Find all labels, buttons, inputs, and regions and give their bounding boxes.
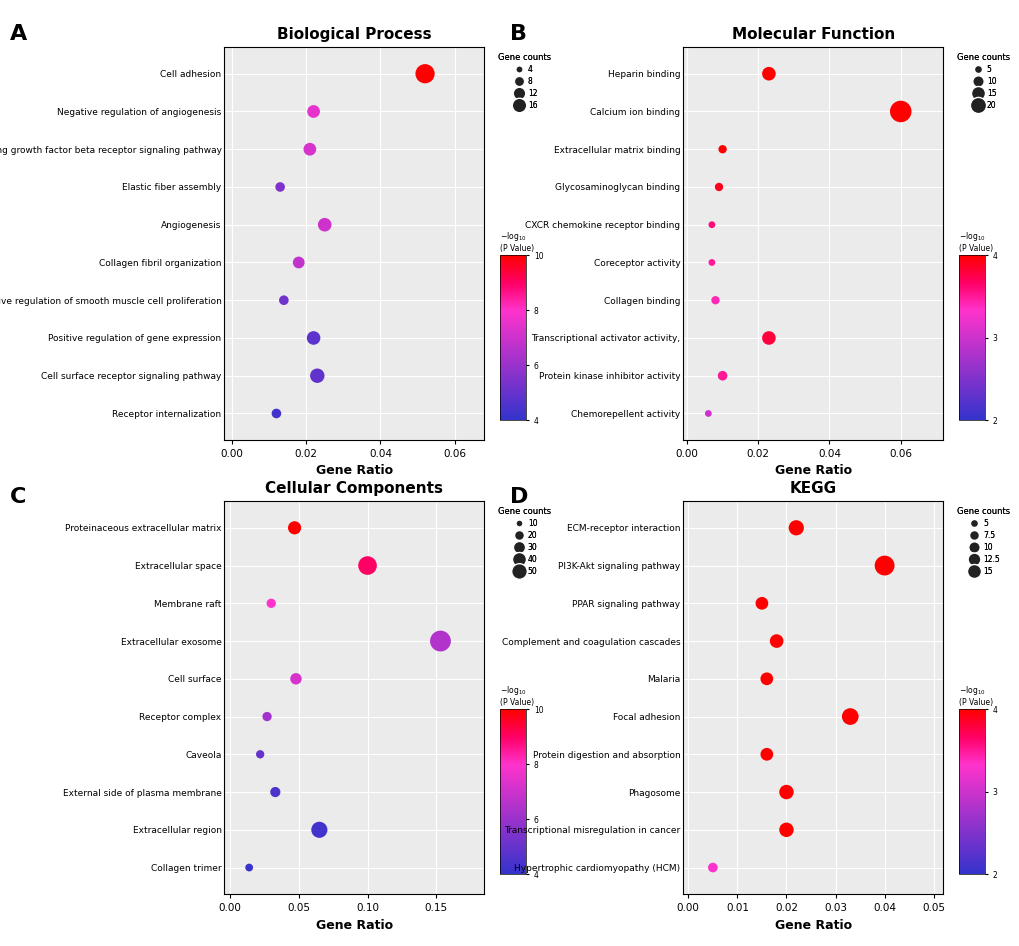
Point [842,709,858,724]
Point [753,596,769,611]
Point [703,218,719,233]
Point [275,292,291,307]
X-axis label: Gene Ratio: Gene Ratio [774,919,851,932]
Point [305,330,321,345]
Legend: 4, 8, 12, 16: 4, 8, 12, 16 [495,51,551,112]
Point [892,104,908,119]
Text: B: B [510,24,527,44]
X-axis label: Gene Ratio: Gene Ratio [316,464,392,478]
Point [302,142,318,157]
Point [777,784,794,799]
Text: D: D [510,487,528,507]
Legend: 5, 10, 15, 20: 5, 10, 15, 20 [954,51,1010,112]
Point [309,368,325,383]
X-axis label: Gene Ratio: Gene Ratio [316,919,392,932]
Point [713,142,730,157]
Point [710,180,727,195]
Point [699,406,715,421]
Point [311,822,327,837]
Point [290,254,307,270]
Text: A: A [10,24,28,44]
Point [777,822,794,837]
Legend: 10, 20, 30, 40, 50: 10, 20, 30, 40, 50 [495,505,551,577]
Point [417,66,433,81]
Title: KEGG: KEGG [789,482,837,496]
Point [287,672,304,687]
Point [263,596,279,611]
Point [267,784,283,799]
Point [272,180,288,195]
Title: Molecular Function: Molecular Function [731,27,895,42]
Point [252,746,268,762]
Point [305,104,321,119]
Point [788,520,804,535]
Legend: 5, 7.5, 10, 12.5, 15: 5, 7.5, 10, 12.5, 15 [954,505,1010,577]
Point [704,860,720,875]
Point [758,672,774,687]
Point [706,292,722,307]
Title: Cellular Components: Cellular Components [265,482,443,496]
Point [359,558,375,573]
Point [767,634,784,649]
Text: C: C [10,487,26,507]
Point [760,330,776,345]
X-axis label: Gene Ratio: Gene Ratio [774,464,851,478]
Point [432,634,448,649]
Point [268,406,284,421]
Title: Biological Process: Biological Process [277,27,431,42]
Point [760,66,776,81]
Point [259,709,275,724]
Point [286,520,303,535]
Point [316,218,332,233]
Point [713,368,730,383]
Point [703,254,719,270]
Point [240,860,257,875]
Point [875,558,892,573]
Point [758,746,774,762]
